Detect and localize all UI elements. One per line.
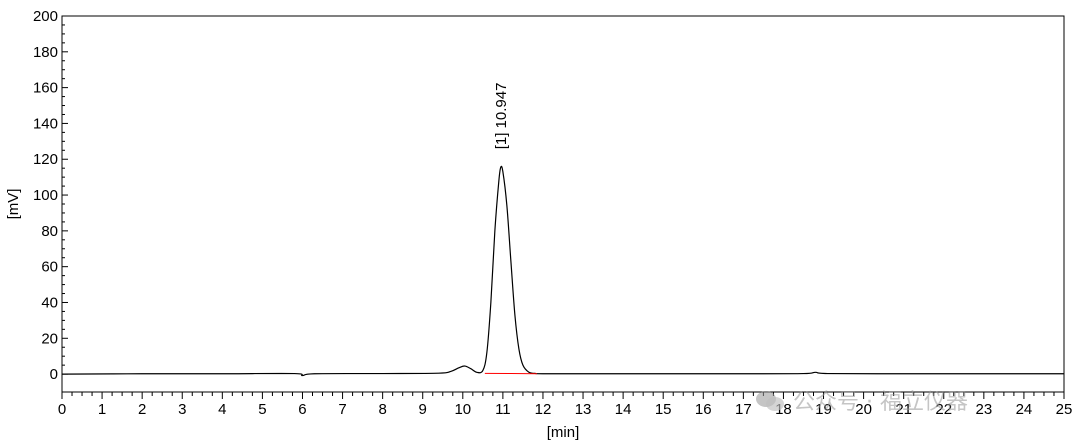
y-tick-label: 80	[41, 223, 58, 240]
x-tick-label: 21	[895, 401, 912, 418]
x-tick-label: 12	[535, 401, 552, 418]
x-tick-label: 23	[975, 401, 992, 418]
x-tick-label: 7	[338, 401, 346, 418]
x-tick-label: 11	[495, 401, 511, 418]
watermark: 公众号 · 福立仪器	[755, 384, 968, 416]
x-axis-label: [min]	[547, 424, 580, 441]
y-axis-label: [mV]	[5, 189, 22, 220]
x-tick-label: 20	[855, 401, 872, 418]
x-tick-label: 1	[98, 401, 106, 418]
y-tick-label: 160	[33, 80, 58, 97]
signal-trace-line	[61, 165, 1064, 377]
x-axis-ticks: 0 1 2 3 4 5 6 7 8 9 10 11 12 13 14 15 16 17 18 19 20 21 22 23 24…	[58, 392, 1073, 418]
x-tick-label: 10	[454, 401, 471, 418]
y-tick-label: 180	[33, 44, 58, 61]
x-tick-label: 25	[1056, 401, 1073, 418]
x-tick-label: 22	[935, 401, 952, 418]
watermark-text: 公众号 · 福立仪器	[793, 390, 968, 415]
y-tick-label: 60	[41, 259, 58, 276]
x-tick-label: 5	[258, 401, 266, 418]
y-tick-label: 0	[50, 366, 58, 383]
x-tick-label: 2	[138, 401, 146, 418]
x-tick-label: 19	[815, 401, 832, 418]
annotation-layer: [1] 10.947	[493, 83, 510, 150]
x-tick-label: 4	[218, 401, 226, 418]
y-axis-ticks: 0 20 40 60 80 100 120 140 160 180 200	[33, 8, 68, 383]
y-tick-label: 100	[33, 187, 58, 204]
x-tick-label: 9	[419, 401, 427, 418]
y-tick-label: 20	[41, 330, 58, 347]
x-tick-label: 13	[575, 401, 592, 418]
x-tick-label: 17	[735, 401, 752, 418]
y-tick-label: 120	[33, 151, 58, 168]
y-tick-label: 140	[33, 115, 58, 132]
x-tick-label: 14	[615, 401, 632, 418]
x-tick-label: 15	[655, 401, 672, 418]
plot-frame	[61, 15, 1065, 393]
x-tick-label: 0	[58, 401, 66, 418]
series-layer	[61, 165, 1064, 377]
x-tick-label: 6	[298, 401, 306, 418]
x-tick-label: 24	[1016, 401, 1033, 418]
y-tick-label: 40	[41, 294, 58, 311]
x-tick-label: 3	[178, 401, 186, 418]
peak-label: [1] 10.947	[493, 83, 510, 150]
y-tick-label: 200	[33, 8, 58, 25]
x-tick-label: 16	[695, 401, 712, 418]
x-tick-label: 8	[378, 401, 386, 418]
wechat-icon	[756, 391, 784, 411]
